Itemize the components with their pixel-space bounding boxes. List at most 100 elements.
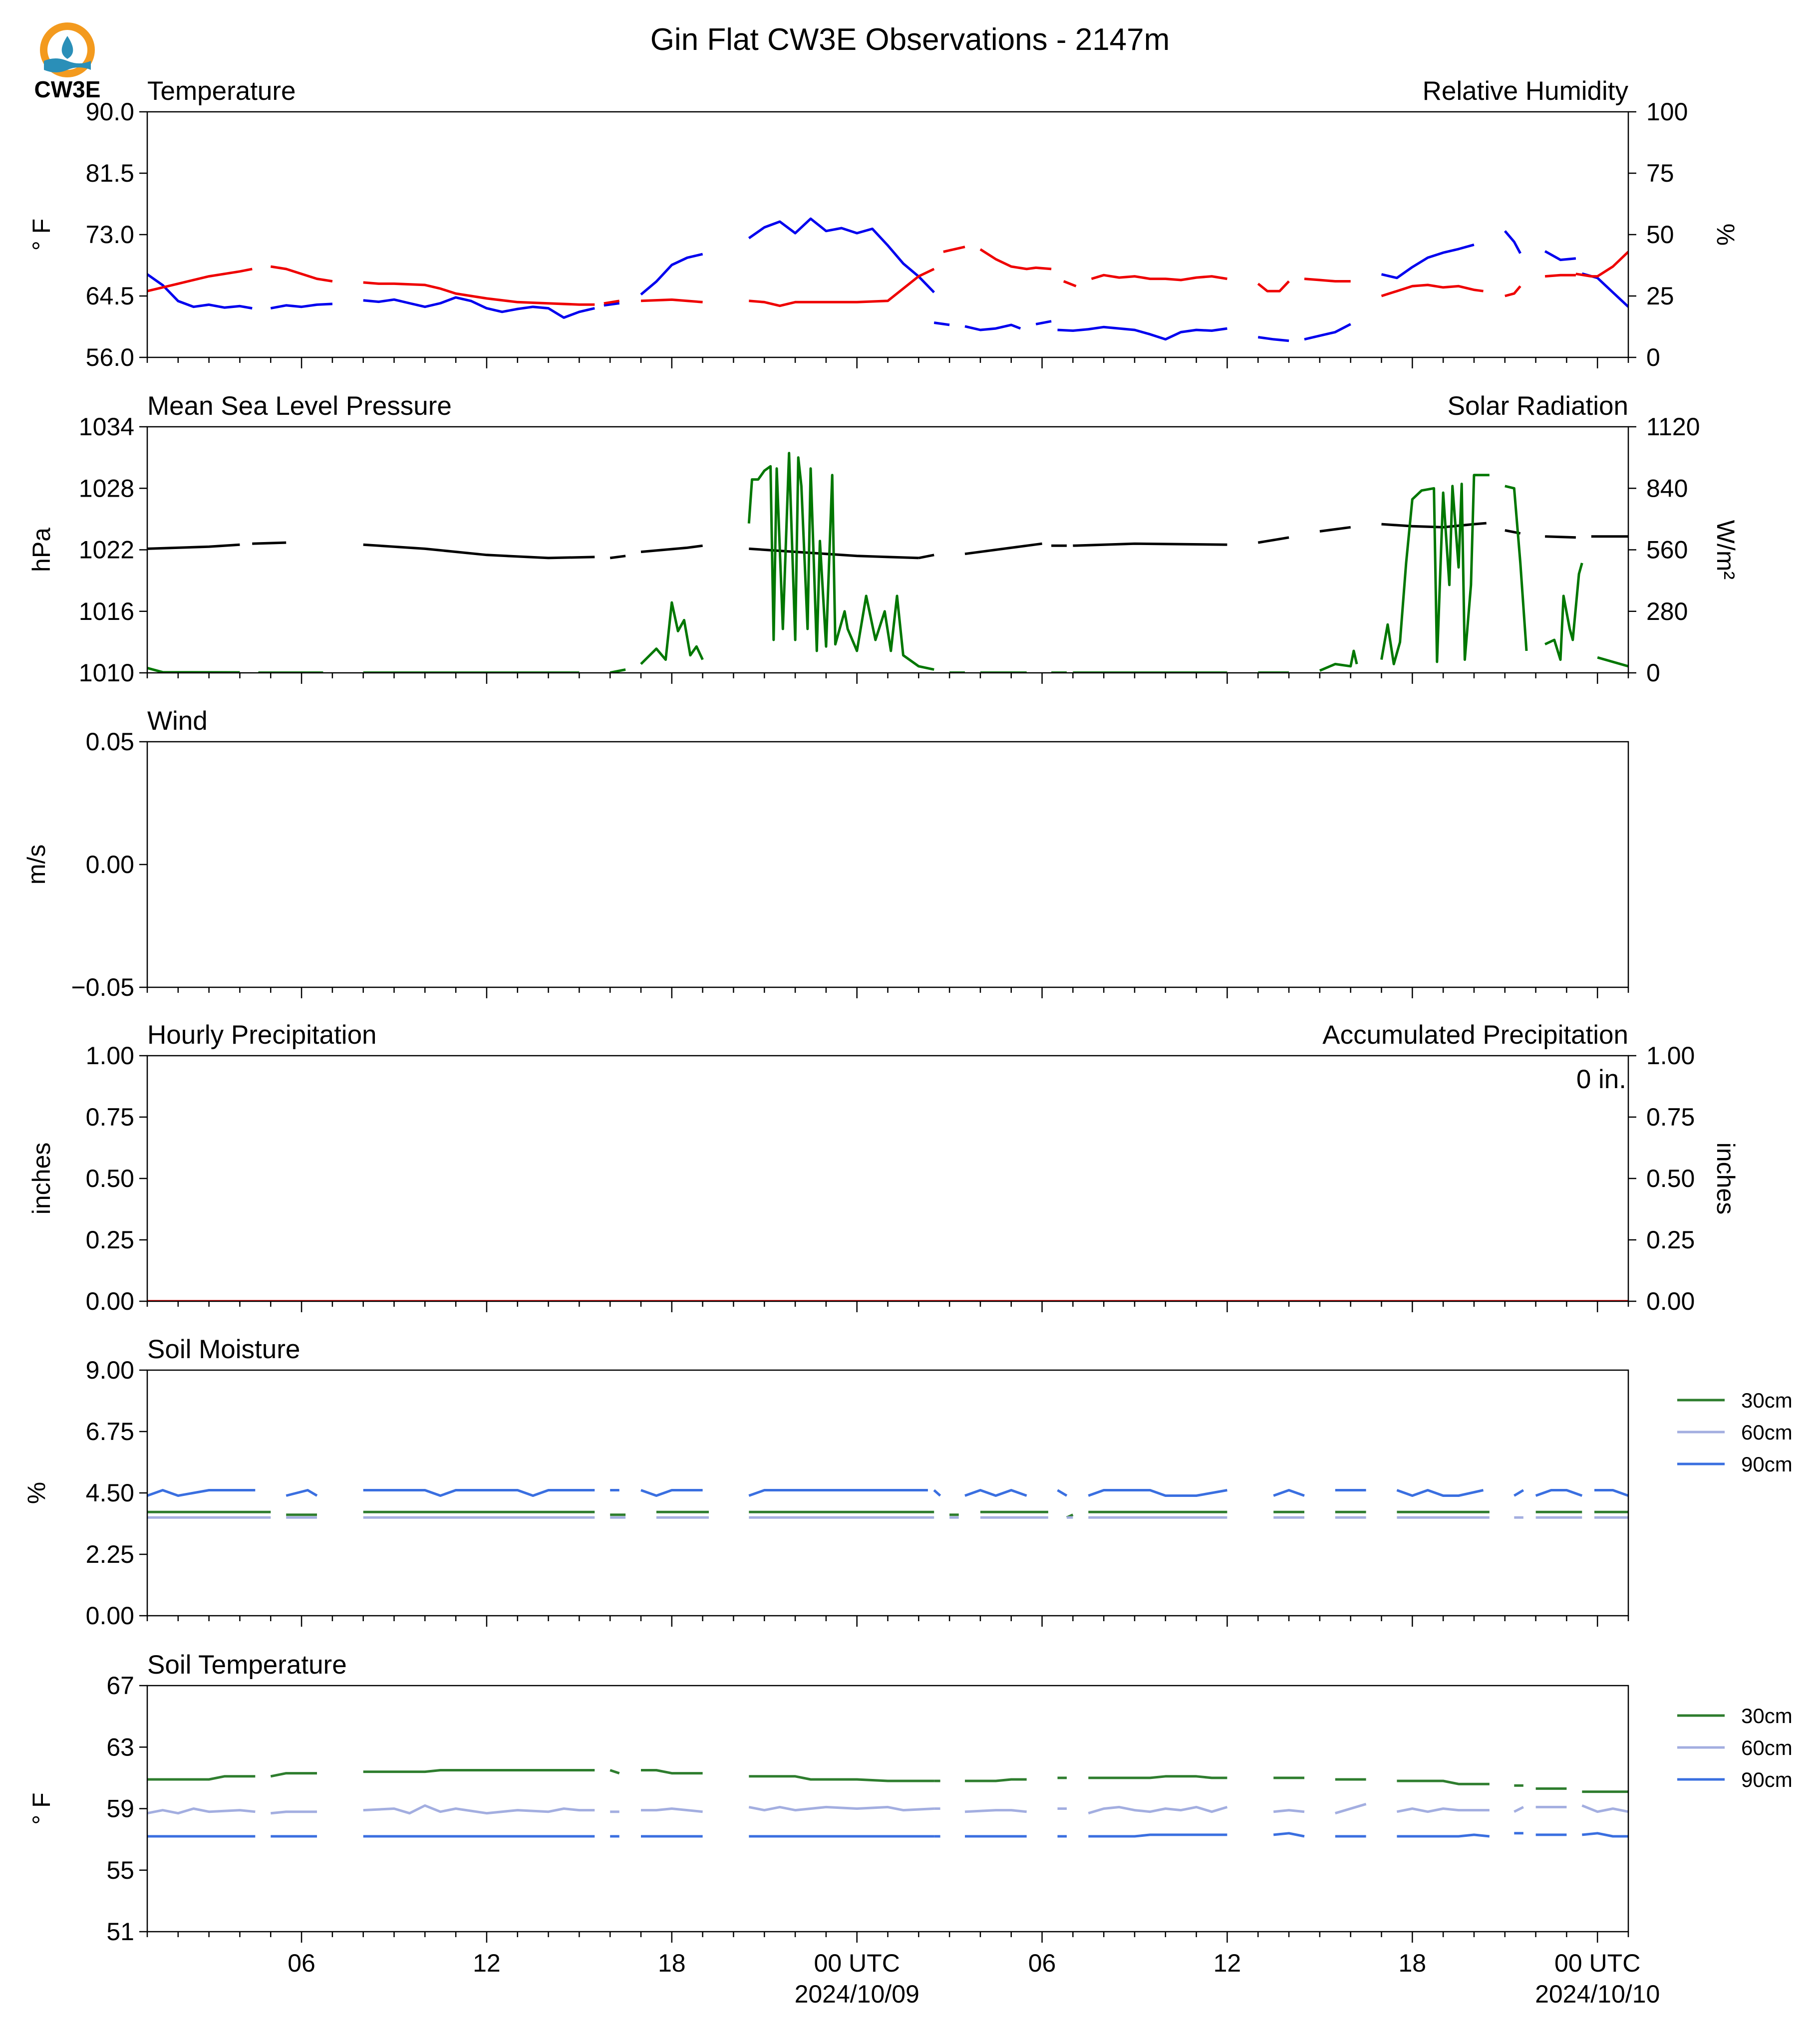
series-line-30cm [965,1778,1027,1782]
y-tick-label: 1028 [79,474,134,502]
accumulated-total-annotation: 0 in. [1576,1065,1626,1094]
y-tick-label: 0.00 [86,1287,134,1315]
series-line-60cm [964,1809,1027,1813]
x-tick-label: 00 UTC [1554,1949,1640,1977]
series-line-90cm [147,1489,256,1497]
y-axis-label: ° F [27,1792,55,1824]
series-line-30cm [147,1775,256,1781]
series-line-temperature [1057,325,1227,341]
y-tick-label: 73.0 [86,221,134,249]
series-line-relative-humidity [1544,274,1576,278]
y-tick-label: 1010 [79,659,134,687]
legend-label: 90cm [1741,1452,1793,1476]
series-line-60cm [271,1810,317,1815]
legend-label: 60cm [1741,1421,1793,1444]
y-tick-label: 9.00 [86,1356,134,1384]
series-line-relative-humidity [943,246,965,253]
series-line-90cm [748,1489,928,1497]
series-line-relative-humidity [1575,251,1628,278]
series-line-mean-sea-level-pressure [609,555,626,560]
series-line-60cm [1396,1807,1490,1813]
y-right-tick-label: 75 [1646,159,1674,187]
series-line-90cm [363,1489,595,1497]
y-tick-label: 56.0 [86,343,134,371]
series-line-30cm [641,1769,703,1775]
x-tick-label: 18 [1399,1949,1427,1977]
series-line-relative-humidity [749,268,935,307]
y-tick-label: 51 [106,1918,134,1946]
series-line-mean-sea-level-pressure [918,554,934,560]
y-axis-label: hPa [27,528,55,572]
y-right-tick-label: 0.25 [1646,1226,1695,1254]
series-line-relative-humidity [1304,278,1351,283]
series-line-relative-humidity [1257,280,1290,292]
series-line-mean-sea-level-pressure [964,542,1042,556]
series-line-90cm [1535,1489,1583,1497]
series-group [147,217,1628,342]
series-line-relative-humidity [1505,285,1521,297]
series-line-90cm [1088,1489,1227,1497]
y-tick-label: 0.00 [86,1602,134,1630]
y-tick-label: 1.00 [86,1042,134,1070]
panel-title-left: Temperature [147,76,296,106]
y-right-axis-label: inches [1712,1143,1740,1215]
y-right-tick-label: 0.75 [1646,1103,1695,1131]
series-line-mean-sea-level-pressure [1257,536,1289,544]
legend-label: 30cm [1741,1704,1793,1728]
series-line-relative-humidity [1091,274,1227,282]
series-group [147,1769,1628,1838]
series-line-90cm [1582,1832,1628,1838]
y-right-tick-label: 25 [1646,282,1674,310]
x-tick-label: 06 [1028,1949,1056,1977]
x-date-label: 2024/10/09 [795,1980,919,2008]
figure-title: Gin Flat CW3E Observations - 2147m [650,22,1170,57]
series-line-temperature [933,321,950,326]
series-line-30cm [270,1772,317,1778]
y-right-tick-label: 50 [1646,221,1674,249]
series-line-solar-radiation [1505,485,1528,651]
series-line-solar-radiation [747,452,934,671]
y-right-tick-label: 100 [1646,98,1688,126]
series-line-60cm [1273,1809,1305,1813]
y-axis-label: ° F [27,219,55,251]
series-line-temperature [1504,230,1521,254]
series-line-relative-humidity [363,281,595,306]
panel-title-right: Relative Humidity [1423,76,1629,106]
legend: 30cm 60cm 90cm [1677,1389,1793,1476]
series-line-temperature [640,253,703,296]
series-line-relative-humidity [1381,284,1484,297]
series-line-60cm [1514,1806,1524,1813]
y-tick-label: 0.75 [86,1103,134,1131]
legend: 30cm 60cm 90cm [1677,1704,1793,1791]
series-line-90cm [1594,1489,1628,1497]
series-line-solar-radiation [1597,656,1628,668]
y-tick-label: 81.5 [86,159,134,187]
panel-title-left: Hourly Precipitation [147,1020,377,1050]
panel-title-left: Soil Moisture [147,1335,300,1364]
x-tick-label: 12 [473,1949,501,1977]
series-line-temperature [363,296,595,319]
series-line-solar-radiation [609,668,626,673]
series-line-60cm [363,1804,595,1815]
legend-label: 30cm [1741,1389,1793,1412]
series-line-30cm [363,1769,595,1773]
series-line-90cm [1088,1833,1227,1838]
panel-title-left: Soil Temperature [147,1650,347,1680]
y-tick-label: 0.00 [86,851,134,878]
series-line-temperature [964,323,1021,331]
series-group [147,1489,1628,1519]
series-line-90cm [964,1489,1027,1497]
cw3e-logo: CW3E [34,22,100,102]
y-right-tick-label: 0.50 [1646,1164,1695,1192]
series-line-mean-sea-level-pressure [1381,522,1487,529]
y-tick-label: 1022 [79,536,134,564]
panel-title-left: Wind [147,706,208,736]
y-tick-label: 63 [106,1733,134,1761]
series-line-90cm [1273,1489,1305,1497]
series-line-mean-sea-level-pressure [1319,526,1351,533]
y-tick-label: 1016 [79,597,134,625]
series-line-mean-sea-level-pressure [363,543,595,560]
legend-label: 60cm [1741,1736,1793,1759]
series-line-60cm [147,1807,256,1815]
